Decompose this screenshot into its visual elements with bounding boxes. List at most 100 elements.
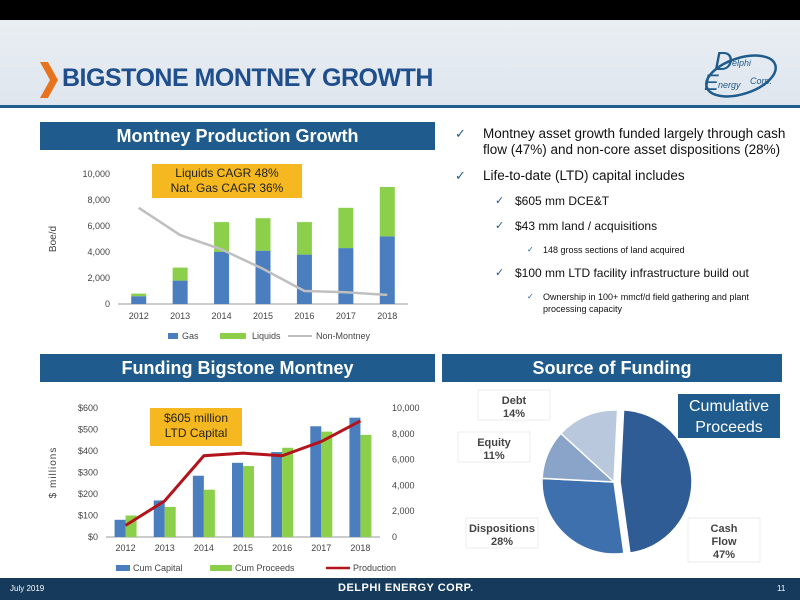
x-tick-label: 2017 — [311, 543, 331, 553]
x-tick-label: 2012 — [116, 543, 136, 553]
production-chart: 0 2,000 4,000 6,000 8,000 10,000 Boe/d 2012 2013… — [40, 150, 435, 350]
bullet-land-text: $43 mm land / acquisitions — [515, 219, 658, 233]
check-icon: ✓ — [495, 267, 505, 279]
liquids-bar — [296, 222, 312, 255]
bullet-sections-text: 148 gross sections of land acquired — [543, 245, 685, 255]
header-band — [0, 20, 800, 108]
cumulative-line-2: Proceeds — [695, 419, 763, 436]
panel-header-source: Source of Funding — [442, 354, 782, 382]
pie-category-label: Cash — [711, 523, 738, 535]
cum-capital-bar — [349, 417, 361, 537]
y-tick-label: $300 — [78, 468, 98, 478]
y-tick-label: $400 — [78, 446, 98, 456]
x-tick-label: 2012 — [129, 311, 149, 321]
page-title: BIGSTONE MONTNEY GROWTH — [62, 64, 433, 92]
cum-proceeds-bar — [164, 506, 176, 537]
cum-proceeds-bar — [282, 447, 294, 537]
logo-text-3: Corp. — [750, 76, 772, 86]
capital-line-2: LTD Capital — [164, 426, 228, 440]
cum-proceeds-bar — [125, 515, 137, 537]
x-tick-label: 2018 — [377, 311, 397, 321]
pie-category-label: Equity — [477, 437, 511, 449]
cum-proceeds-bar — [360, 434, 372, 537]
pie-value-label: 47% — [713, 549, 735, 561]
x-tick-label: 2014 — [194, 543, 214, 553]
legend-liquids-label: Liquids — [252, 331, 281, 341]
panel-header-funding: Funding Bigstone Montney — [40, 354, 435, 382]
pie-label-box — [687, 517, 761, 563]
bullet-ownership-text: Ownership in 100+ mmcf/d field gathering… — [543, 292, 749, 314]
y-tick-label: 10,000 — [82, 169, 110, 179]
pie-label-box — [457, 431, 531, 463]
pie-slice — [541, 477, 625, 555]
y-tick-label: $100 — [78, 511, 98, 521]
company-logo: D elphi E nergy Corp. — [704, 46, 777, 98]
legend-cum-proceeds-label: Cum Proceeds — [235, 563, 295, 573]
capital-line-1: $605 million — [163, 411, 229, 425]
svg-text:D: D — [714, 46, 733, 76]
y2-tick-label: 4,000 — [392, 480, 415, 490]
gas-bar — [131, 296, 147, 304]
cum-capital-bar — [232, 462, 243, 537]
y-tick-label: 6,000 — [87, 221, 110, 231]
x-tick-label: 2014 — [212, 311, 232, 321]
legend-cum-proceeds-swatch — [210, 565, 232, 571]
check-icon: ✓ — [527, 292, 534, 301]
bullet-land: ✓ $43 mm land / acquisitions — [455, 219, 790, 234]
cum-proceeds-bar — [203, 489, 215, 537]
capital-callout: $605 million LTD Capital — [150, 408, 242, 446]
gas-bar — [338, 248, 354, 304]
cagr-callout: Liquids CAGR 48% Nat. Gas CAGR 36% — [152, 164, 302, 198]
cum-capital-bar — [114, 519, 126, 537]
non-montney-line — [138, 206, 388, 297]
bullet-growth-text: Montney asset growth funded largely thro… — [483, 126, 786, 157]
bullet-ltd-capital: ✓ Life-to-date (LTD) capital includes — [455, 168, 790, 184]
legend-liquids-swatch — [220, 333, 246, 339]
y-tick-label: $200 — [78, 489, 98, 499]
pie-category-label: Flow — [711, 536, 736, 548]
liquids-bar — [172, 267, 188, 281]
legend-gas-label: Gas — [182, 331, 199, 341]
legend-non-montney-label: Non-Montney — [316, 331, 371, 341]
chevron-right-icon — [40, 62, 58, 98]
legend-cum-capital-swatch — [116, 565, 130, 571]
liquids-bar — [338, 207, 354, 249]
y-tick-label: 8,000 — [87, 195, 110, 205]
bullet-ownership: ✓ Ownership in 100+ mmcf/d field gatherin… — [455, 291, 790, 315]
cumulative-proceeds-badge: Cumulative Proceeds — [678, 394, 780, 438]
bullet-dcet: ✓ $605 mm DCE&T — [455, 194, 790, 209]
check-icon: ✓ — [495, 220, 505, 232]
pie-value-label: 14% — [503, 408, 525, 420]
pie-category-label: Dispositions — [469, 523, 535, 535]
check-icon: ✓ — [527, 245, 534, 254]
footer-bar — [0, 578, 800, 600]
bullet-dcet-text: $605 mm DCE&T — [515, 194, 610, 208]
cum-capital-bar — [153, 500, 165, 537]
y-axis-label: $ millions — [48, 447, 59, 499]
y2-tick-label: 10,000 — [392, 403, 420, 413]
y2-tick-label: 0 — [392, 532, 397, 542]
cum-capital-bar — [310, 426, 322, 537]
y2-tick-label: 2,000 — [392, 506, 415, 516]
pie-category-label: Debt — [502, 395, 527, 407]
pie-label-box — [477, 389, 551, 421]
pie-label-box — [465, 517, 539, 549]
pie-slice — [559, 409, 619, 484]
bullet-sections: ✓ 148 gross sections of land acquired — [455, 244, 790, 256]
legend-gas-swatch — [168, 333, 178, 339]
liquids-bar — [379, 187, 395, 237]
x-tick-label: 2013 — [170, 311, 190, 321]
y-tick-label: $500 — [78, 425, 98, 435]
y-tick-label: 4,000 — [87, 247, 110, 257]
footer-page-number: 11 — [777, 584, 786, 593]
cumulative-line-1: Cumulative — [688, 398, 770, 415]
footer-date: July 2019 — [10, 584, 45, 593]
x-tick-label: 2018 — [350, 543, 370, 553]
liquids-bar — [214, 222, 230, 252]
pie-value-label: 11% — [483, 450, 505, 462]
y-tick-label: 0 — [105, 299, 110, 309]
bullet-facility-text: $100 mm LTD facility infrastructure buil… — [515, 266, 749, 280]
footer-company: DELPHI ENERGY CORP. — [338, 582, 474, 594]
y2-tick-label: 8,000 — [392, 429, 415, 439]
